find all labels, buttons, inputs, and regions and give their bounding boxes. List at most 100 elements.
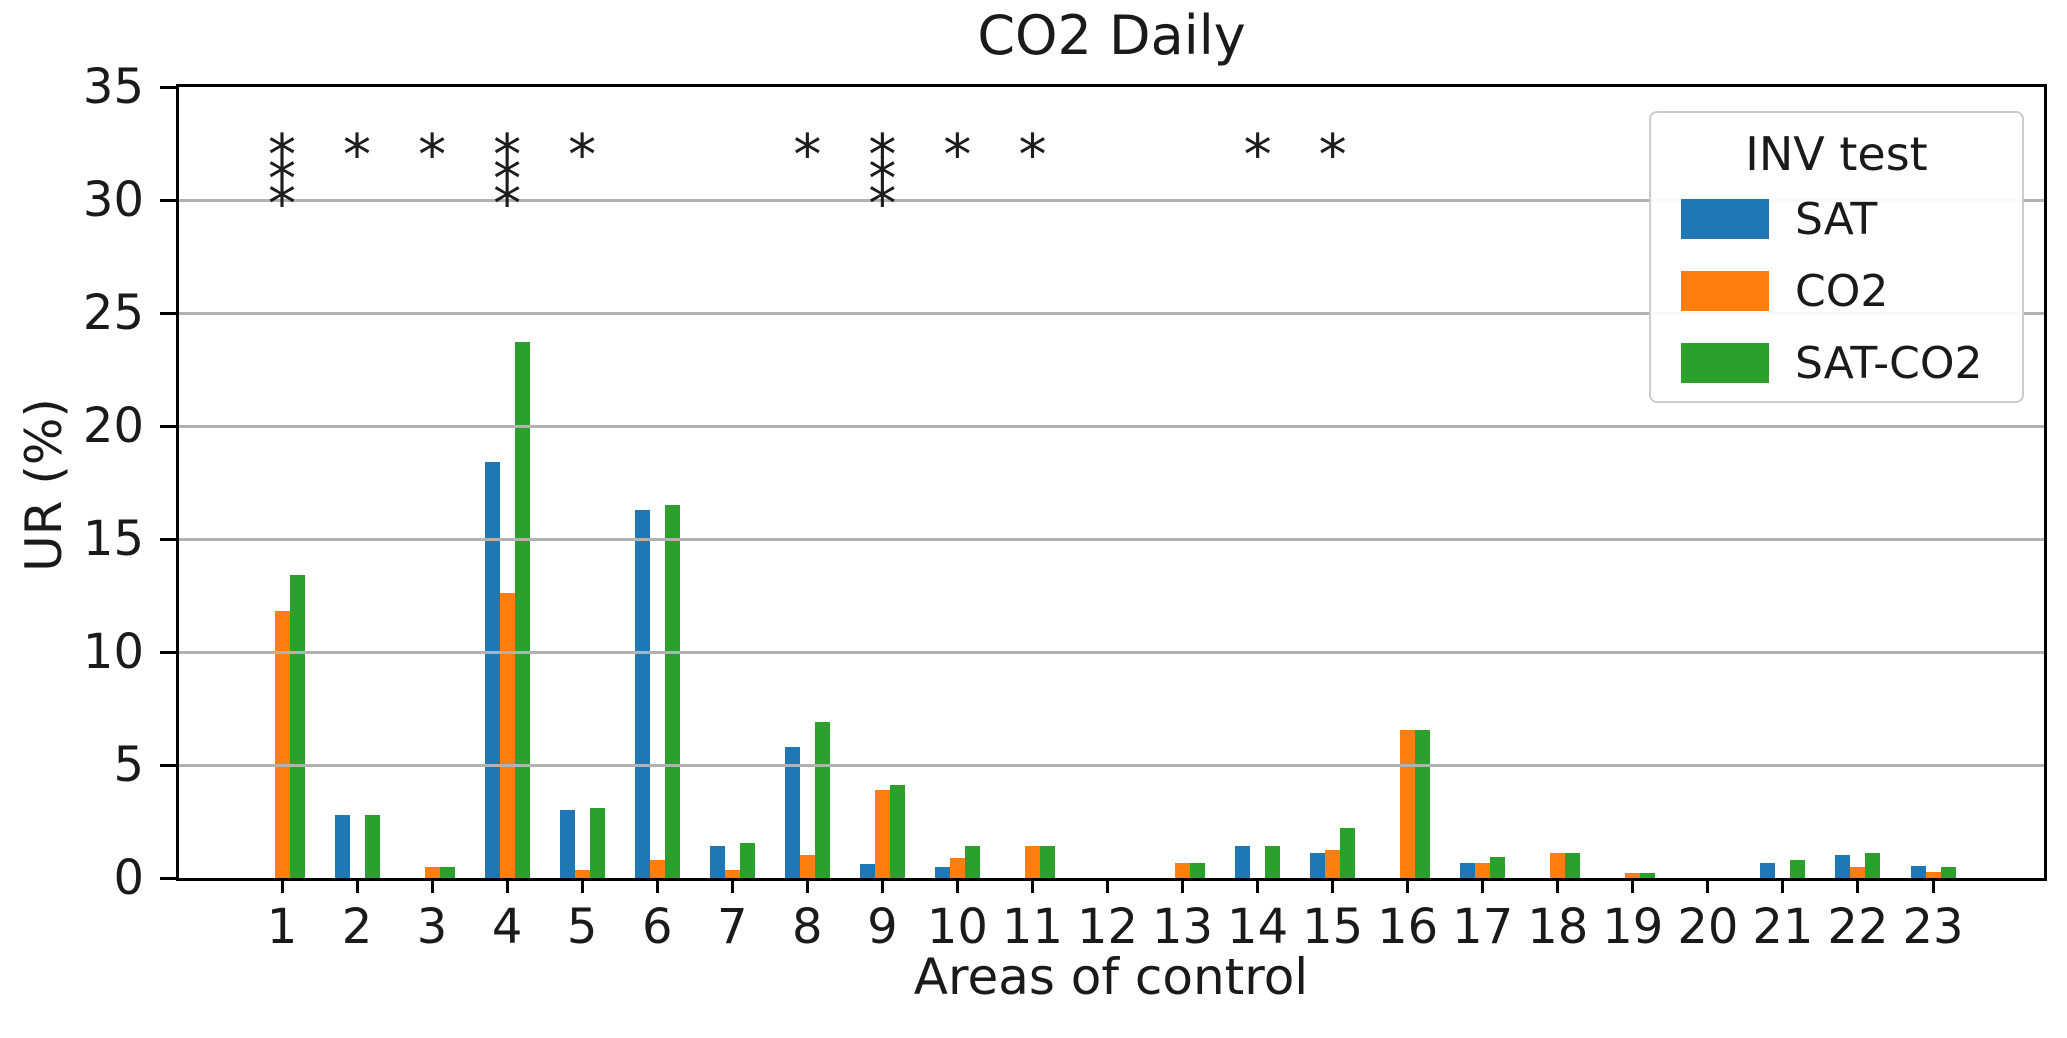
bar-co2-13 bbox=[1175, 863, 1191, 878]
x-tick-22 bbox=[1856, 878, 1860, 893]
bar-co2-17 bbox=[1475, 863, 1491, 878]
x-tick-4 bbox=[505, 878, 509, 893]
significance-star-2: * bbox=[343, 122, 372, 188]
x-tick-label: 23 bbox=[1902, 899, 1964, 955]
x-tick-5 bbox=[580, 878, 584, 893]
gridline-25 bbox=[179, 311, 2044, 315]
y-tick-label: 20 bbox=[82, 398, 144, 454]
significance-star-9: * bbox=[868, 122, 897, 188]
x-tick-23 bbox=[1931, 878, 1935, 893]
bar-sat-8 bbox=[784, 746, 800, 878]
bar-sat-co2-13 bbox=[1190, 863, 1206, 878]
bar-sat-co2-14 bbox=[1265, 846, 1281, 878]
bar-co2-16 bbox=[1400, 729, 1416, 878]
x-tick-11 bbox=[1030, 878, 1034, 893]
y-tick-25 bbox=[160, 311, 176, 315]
bar-sat-23 bbox=[1910, 865, 1926, 878]
x-tick-label: 18 bbox=[1527, 899, 1589, 955]
x-tick-label: 2 bbox=[341, 899, 373, 955]
significance-star-1: * bbox=[268, 172, 296, 238]
y-tick-30 bbox=[160, 198, 176, 202]
significance-star-4: * bbox=[493, 172, 522, 238]
bar-co2-19 bbox=[1625, 873, 1641, 878]
x-tick-label: 9 bbox=[867, 899, 898, 955]
x-tick-13 bbox=[1181, 878, 1185, 893]
significance-star-5: * bbox=[568, 122, 597, 188]
bar-co2-1 bbox=[274, 611, 290, 878]
bar-sat-10 bbox=[934, 866, 950, 878]
bar-sat-co2-3 bbox=[439, 866, 455, 878]
x-tick-label: 21 bbox=[1752, 899, 1814, 955]
x-tick-label: 14 bbox=[1227, 899, 1289, 955]
legend-label-sat-co2: SAT-CO2 bbox=[1795, 337, 1983, 389]
x-axis-label: Areas of control bbox=[913, 948, 1309, 1006]
x-tick-8 bbox=[805, 878, 809, 893]
bar-co2-10 bbox=[949, 857, 965, 878]
x-tick-12 bbox=[1106, 878, 1109, 893]
bar-sat-4 bbox=[484, 462, 500, 878]
bar-co2-5 bbox=[574, 870, 590, 878]
bar-sat-co2-10 bbox=[964, 846, 980, 878]
bar-co2-7 bbox=[724, 870, 740, 878]
legend: INV test SAT CO2 SAT-CO2 bbox=[1649, 111, 2024, 403]
x-tick-label: 19 bbox=[1602, 899, 1664, 955]
significance-star-14: * bbox=[1243, 122, 1272, 188]
significance-star-4: * bbox=[493, 147, 522, 213]
y-tick-label: 15 bbox=[82, 511, 144, 567]
bar-sat-co2-21 bbox=[1790, 859, 1806, 878]
y-tick-10 bbox=[160, 650, 176, 654]
bar-co2-11 bbox=[1024, 846, 1040, 878]
x-tick-1 bbox=[280, 878, 284, 893]
significance-star-1: * bbox=[268, 122, 296, 188]
x-tick-15 bbox=[1331, 878, 1335, 893]
bar-co2-3 bbox=[424, 866, 440, 878]
x-tick-2 bbox=[355, 878, 359, 893]
bar-sat-co2-19 bbox=[1640, 873, 1656, 878]
gridline-5 bbox=[179, 763, 2044, 767]
bar-co2-6 bbox=[649, 859, 665, 878]
y-tick-15 bbox=[160, 537, 176, 541]
bar-sat-7 bbox=[709, 846, 725, 878]
legend-swatch-co2 bbox=[1681, 271, 1769, 311]
x-tick-label: 20 bbox=[1677, 899, 1739, 955]
significance-star-9: * bbox=[868, 172, 897, 238]
bar-co2-15 bbox=[1325, 849, 1341, 878]
bar-sat-6 bbox=[634, 509, 650, 878]
significance-star-1: * bbox=[268, 147, 296, 213]
gridline-30 bbox=[179, 198, 2044, 202]
bar-sat-co2-11 bbox=[1039, 846, 1055, 878]
bar-sat-co2-1 bbox=[289, 575, 305, 878]
x-tick-label: 1 bbox=[266, 899, 298, 955]
bar-sat-co2-6 bbox=[664, 505, 680, 878]
legend-label-sat: SAT bbox=[1795, 193, 1878, 245]
bar-co2-22 bbox=[1850, 866, 1866, 878]
x-tick-label: 22 bbox=[1827, 899, 1889, 955]
significance-star-15: * bbox=[1318, 122, 1347, 188]
bar-sat-co2-8 bbox=[814, 722, 830, 878]
bar-sat-co2-16 bbox=[1415, 729, 1431, 878]
x-tick-14 bbox=[1256, 878, 1260, 893]
bar-sat-22 bbox=[1835, 855, 1851, 878]
y-tick-5 bbox=[160, 763, 176, 767]
bar-sat-15 bbox=[1310, 853, 1326, 878]
y-tick-label: 0 bbox=[113, 850, 144, 906]
x-tick-label: 10 bbox=[926, 899, 988, 955]
legend-entry-sat-co2: SAT-CO2 bbox=[1651, 327, 2022, 399]
y-axis-label: UR (%) bbox=[15, 398, 73, 572]
x-tick-10 bbox=[955, 878, 959, 893]
bar-co2-4 bbox=[499, 593, 515, 878]
x-tick-label: 8 bbox=[792, 899, 823, 955]
bar-sat-co2-18 bbox=[1565, 853, 1581, 878]
y-tick-0 bbox=[160, 876, 176, 880]
bar-co2-23 bbox=[1925, 872, 1941, 878]
bar-co2-18 bbox=[1550, 853, 1566, 878]
legend-swatch-sat bbox=[1681, 199, 1769, 239]
x-tick-label: 7 bbox=[716, 899, 748, 955]
x-tick-21 bbox=[1781, 878, 1785, 893]
x-tick-label: 16 bbox=[1377, 899, 1439, 955]
y-tick-35 bbox=[160, 85, 176, 89]
plot-area: INV test SAT CO2 SAT-CO2 0 5 10 15 20 25 30 35 1… bbox=[83, 61, 2047, 955]
x-tick-label: 4 bbox=[491, 899, 523, 955]
significance-star-10: * bbox=[943, 122, 972, 188]
legend-swatch-sat-co2 bbox=[1681, 343, 1769, 383]
